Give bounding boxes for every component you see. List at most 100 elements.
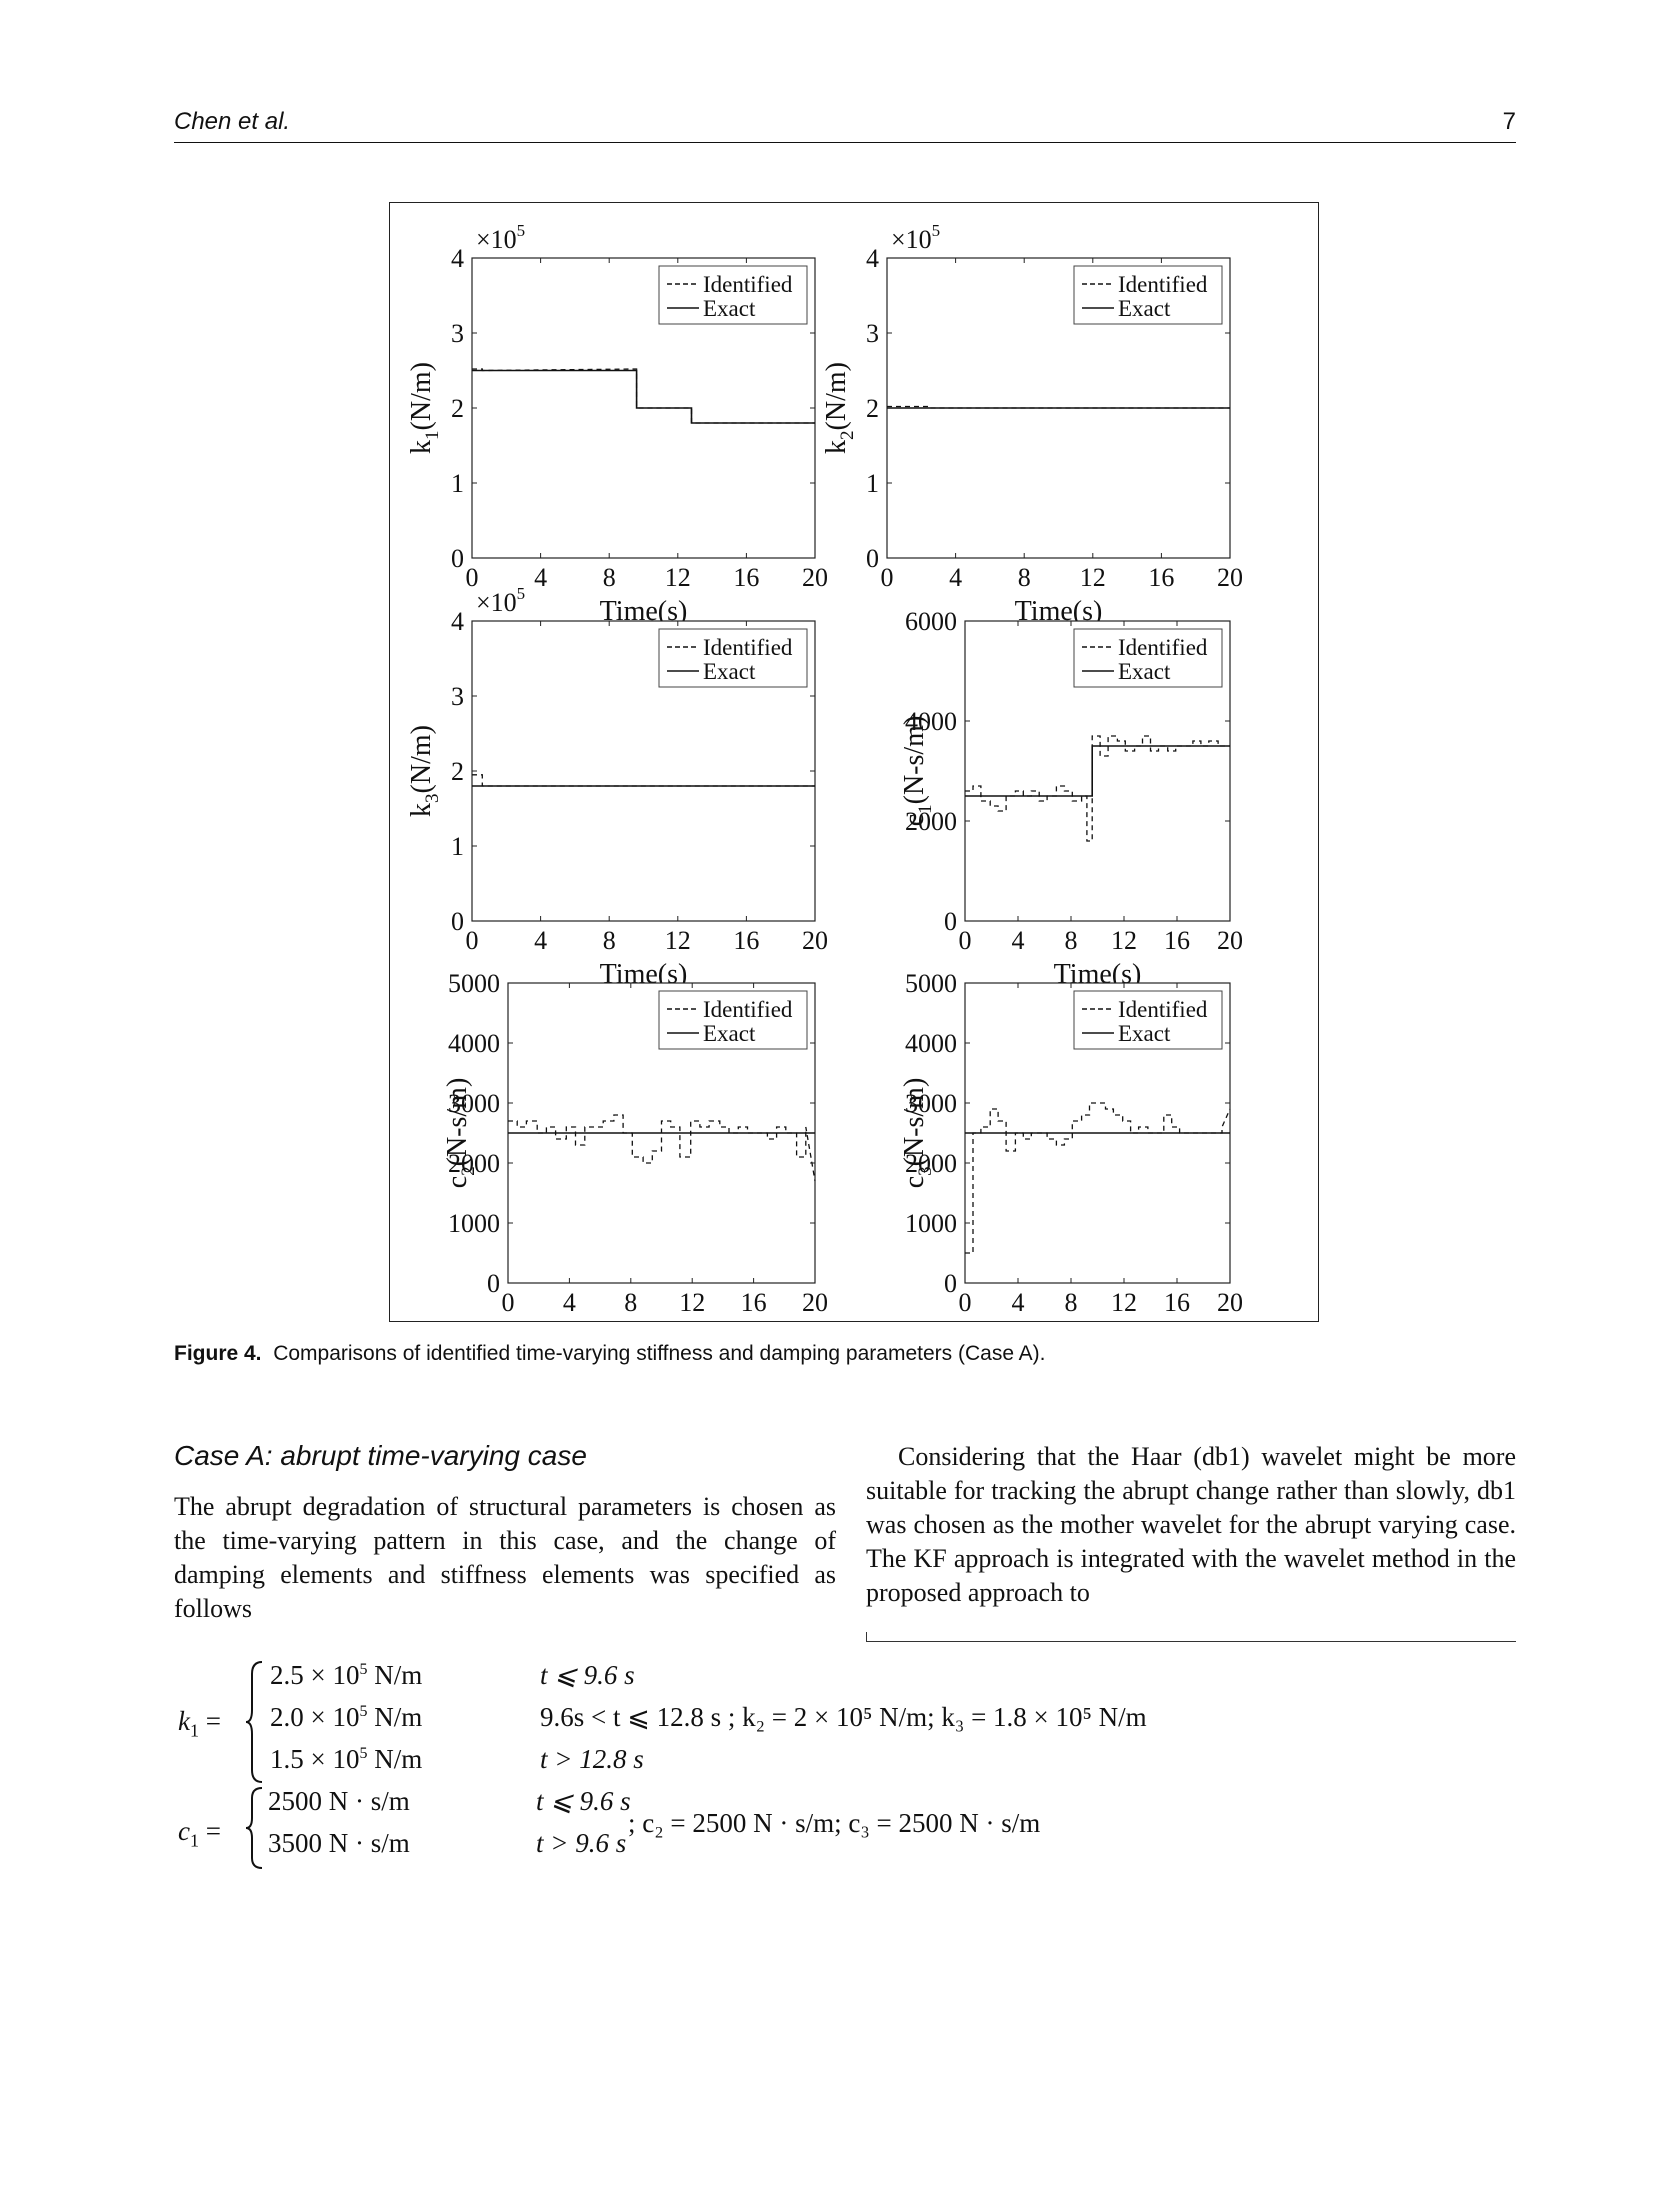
x-tick-label: 8 — [1065, 926, 1078, 955]
y-tick-label: 2000 — [905, 1149, 957, 1178]
y-tick-label: 1000 — [905, 1209, 957, 1238]
x-tick-label: 8 — [603, 926, 616, 955]
k1-cond-3: t > 12.8 s — [540, 1744, 644, 1774]
y-tick-label: 1 — [451, 832, 464, 861]
y-tick-label: 0 — [866, 544, 879, 573]
y-tick-label: 3000 — [448, 1089, 500, 1118]
legend-label-identified: Identified — [1118, 635, 1208, 660]
legend-box — [658, 990, 808, 1050]
x-tick-label: 8 — [1018, 563, 1031, 592]
figure-caption: Figure 4. Comparisons of identified time… — [174, 1342, 1514, 1366]
y-tick-label: 0 — [944, 1269, 957, 1298]
x-tick-label: 20 — [1217, 1288, 1243, 1317]
y-tick-label: 5000 — [448, 969, 500, 998]
x-tick-label: 16 — [1148, 563, 1174, 592]
header-rule — [174, 142, 1516, 143]
y-axis-label: c3(N-s/m) — [899, 1078, 936, 1189]
y-axis-label: c1(N-s/m) — [899, 716, 936, 827]
y-tick-label: 3 — [451, 319, 464, 348]
x-tick-label: 20 — [1217, 926, 1243, 955]
x-tick-label: 4 — [534, 563, 547, 592]
x-tick-label: 0 — [881, 563, 894, 592]
k1-cond-1: t ⩽ 9.6 s — [540, 1660, 635, 1690]
legend-box — [1073, 628, 1223, 688]
y-tick-label: 2 — [451, 757, 464, 786]
legend-box — [1073, 990, 1223, 1050]
series-identified — [887, 405, 1230, 409]
legend-box — [658, 265, 808, 325]
figure-caption-text: Comparisons of identified time-varying s… — [273, 1342, 1046, 1365]
y-tick-label: 4000 — [905, 707, 957, 736]
section-heading: Case A: abrupt time-varying case — [174, 1440, 587, 1471]
series-identified — [965, 1102, 1231, 1254]
subplot-1: 0 4 8 12 16 2001234Time(s)k1(N/m)×105Identifi… — [406, 221, 828, 627]
k1-cond-2: 9.6s < t ⩽ 12.8 s ; k₂ = 2 × 10⁵ N/m; k₃… — [540, 1702, 1147, 1732]
x-tick-label: 20 — [1217, 563, 1243, 592]
legend-label-identified: Identified — [703, 997, 793, 1022]
x-tick-label: 20 — [802, 926, 828, 955]
y-tick-label: 2 — [451, 394, 464, 423]
x-tick-label: 4 — [563, 1288, 576, 1317]
left-paragraph: The abrupt degradation of structural par… — [174, 1492, 836, 1623]
x-tick-label: 0 — [466, 563, 479, 592]
y-tick-label: 1000 — [448, 1209, 500, 1238]
x-tick-label: 8 — [1065, 1288, 1078, 1317]
k1-brace — [245, 1661, 263, 1783]
legend-label-exact: Exact — [703, 1021, 756, 1046]
y-tick-label: 4 — [451, 607, 464, 636]
running-title: Chen et al. — [174, 108, 291, 135]
page-number: 7 — [1502, 108, 1516, 135]
c1-case-1: 2500 N · s/m — [268, 1786, 410, 1816]
x-tick-label: 0 — [466, 926, 479, 955]
y-tick-label: 1 — [451, 469, 464, 498]
c-other-values: ; c₂ = 2500 N · s/m; c₃ = 2500 N · s/m — [628, 1808, 1041, 1838]
legend-label-exact: Exact — [703, 296, 756, 321]
k1-case-3: 1.5 × 105 N/m — [270, 1744, 423, 1774]
y-tick-label: 4 — [451, 244, 464, 273]
y-tick-label: 0 — [944, 907, 957, 936]
x-tick-label: 0 — [502, 1288, 515, 1317]
y-tick-label: 0 — [451, 544, 464, 573]
y-tick-label: 3000 — [905, 1089, 957, 1118]
y-tick-label: 0 — [487, 1269, 500, 1298]
y-tick-label: 3 — [451, 682, 464, 711]
y-tick-label: 5000 — [905, 969, 957, 998]
c1-cond-1: t ⩽ 9.6 s — [536, 1786, 631, 1816]
legend-label-exact: Exact — [703, 659, 756, 684]
legend-label-identified: Identified — [1118, 272, 1208, 297]
x-tick-label: 4 — [949, 563, 962, 592]
y-axis-label: k3(N/m) — [406, 725, 443, 817]
y-tick-label: 2000 — [905, 807, 957, 836]
axis-multiplier: ×105 — [476, 584, 525, 617]
series-identified — [508, 1114, 816, 1182]
series-exact — [472, 369, 815, 424]
x-tick-label: 8 — [603, 563, 616, 592]
y-axis-label: c2(N-s/m) — [442, 1078, 479, 1189]
k1-case-2: 2.0 × 105 N/m — [270, 1702, 423, 1732]
legend-label-identified: Identified — [703, 272, 793, 297]
x-tick-label: 12 — [665, 563, 691, 592]
legend-label-identified: Identified — [703, 635, 793, 660]
c1-case-2: 3500 N · s/m — [268, 1828, 410, 1858]
y-tick-label: 4000 — [905, 1029, 957, 1058]
legend-label-identified: Identified — [1118, 997, 1208, 1022]
y-tick-label: 2 — [866, 394, 879, 423]
subplot-2: 0 4 8 12 16 2001234Time(s)k2(N/m)×105Identifi… — [821, 221, 1243, 627]
x-tick-label: 0 — [959, 1288, 972, 1317]
x-tick-label: 12 — [665, 926, 691, 955]
y-axis-label: k2(N/m) — [821, 362, 858, 454]
x-tick-label: 16 — [733, 926, 759, 955]
x-tick-label: 20 — [802, 1288, 828, 1317]
y-tick-label: 4 — [866, 244, 879, 273]
legend-box — [1073, 265, 1223, 325]
x-tick-label: 16 — [1164, 926, 1190, 955]
x-tick-label: 12 — [1111, 926, 1137, 955]
k1-case-1: 2.5 × 105 N/m — [270, 1660, 423, 1690]
legend-label-exact: Exact — [1118, 1021, 1171, 1046]
figure-caption-label: Figure 4. — [174, 1342, 262, 1365]
legend-box — [658, 628, 808, 688]
subplot-6: 048121620010002000300040005000Time(s)c3(… — [899, 969, 1243, 1317]
